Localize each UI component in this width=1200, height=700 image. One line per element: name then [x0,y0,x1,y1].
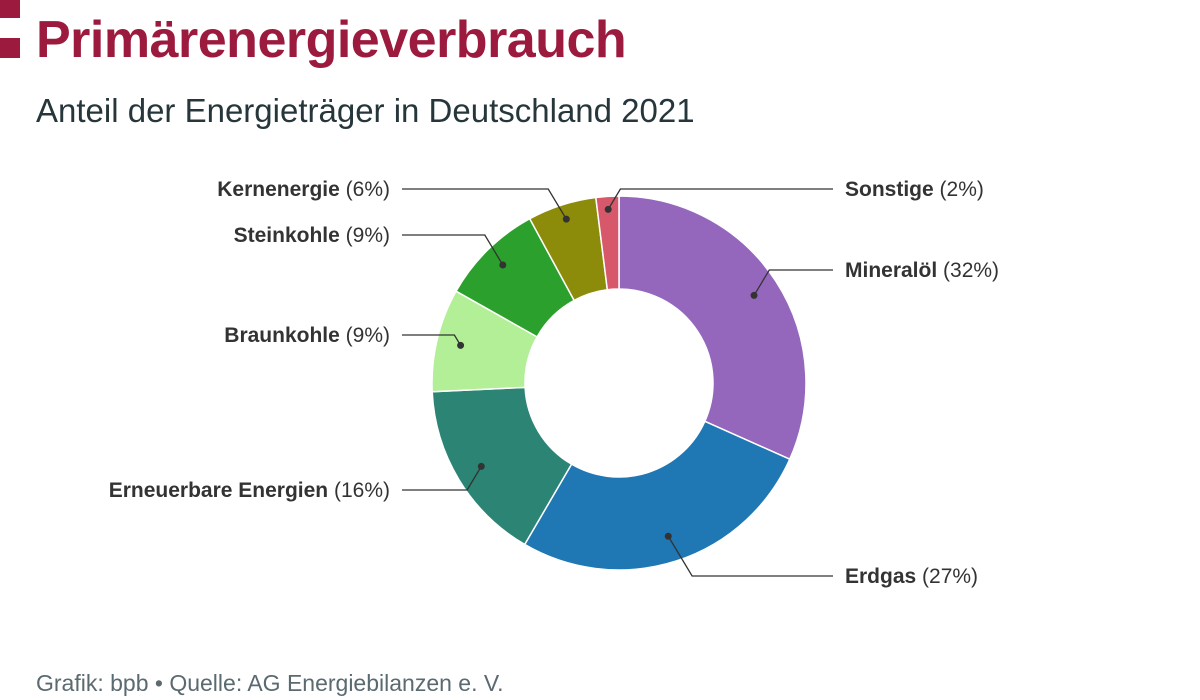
leader-line-sonstige [607,188,833,210]
leader-dot-braunkohle [457,341,465,349]
leader-line-mineraloel [753,269,833,296]
label-value-mineraloel: (32%) [937,259,999,282]
label-erdgas: Erdgas (27%) [845,565,978,588]
leader-line-kernenergie [402,188,567,220]
label-value-sonstige: (2%) [934,178,984,201]
leader-dot-erdgas [664,532,672,540]
label-sonstige: Sonstige (2%) [845,178,984,201]
leader-dot-kernenergie [562,215,570,223]
source-note: Grafik: bpb • Quelle: AG Energiebilanzen… [36,670,504,696]
label-name-erneuerbare-energien: Erneuerbare Energien [109,479,328,502]
leader-line-erneuerbare-energien [402,466,482,491]
label-mineraloel: Mineralöl (32%) [845,259,999,282]
label-steinkohle: Steinkohle (9%) [234,224,390,247]
label-value-steinkohle: (9%) [340,224,390,247]
leader-line-braunkohle [402,334,462,346]
label-name-sonstige: Sonstige [845,178,934,201]
leader-line-erdgas [667,535,833,577]
donut-slices [431,195,807,571]
slice-sonstige [594,195,620,291]
slice-erneuerbare-energien [431,386,573,546]
label-name-erdgas: Erdgas [845,565,916,588]
leader-dot-steinkohle [499,261,507,269]
donut-chart: Mineralöl (32%) Erdgas (27%) Erneuerbare E… [109,178,999,588]
label-name-kernenergie: Kernenergie [217,178,340,201]
label-kernenergie: Kernenergie (6%) [217,178,390,201]
slice-labels: Mineralöl (32%) Erdgas (27%) Erneuerbare E… [109,178,999,588]
label-erneuerbare-energien: Erneuerbare Energien (16%) [109,479,390,502]
slice-erdgas [523,420,791,571]
accent-mark-bottom [0,38,20,58]
label-value-braunkohle: (9%) [340,324,390,347]
leader-dot-sonstige [604,205,612,213]
label-value-kernenergie: (6%) [340,178,390,201]
leader-lines [402,188,833,577]
leader-dot-erneuerbare-energien [477,462,485,470]
chart-title: Primärenergieverbrauch [36,11,627,69]
label-name-steinkohle: Steinkohle [234,224,340,247]
leader-dot-mineraloel [750,291,758,299]
label-value-erneuerbare-energien: (16%) [328,479,390,502]
accent-mark-top [0,0,20,18]
label-value-erdgas: (27%) [916,565,978,588]
leader-line-steinkohle [402,234,504,266]
label-braunkohle: Braunkohle (9%) [224,324,390,347]
label-name-mineraloel: Mineralöl [845,259,937,282]
label-name-braunkohle: Braunkohle [224,324,340,347]
slice-mineraloel [618,195,807,461]
chart-subtitle: Anteil der Energieträger in Deutschland … [36,92,695,129]
